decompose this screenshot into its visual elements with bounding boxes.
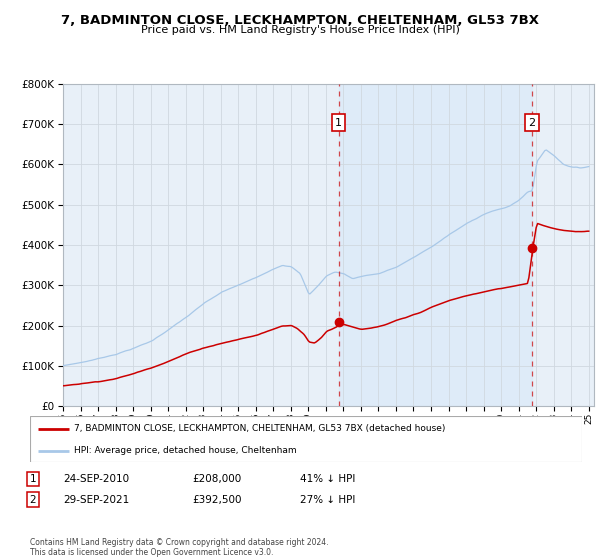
Text: 1: 1 <box>335 118 342 128</box>
Text: 7, BADMINTON CLOSE, LECKHAMPTON, CHELTENHAM, GL53 7BX: 7, BADMINTON CLOSE, LECKHAMPTON, CHELTEN… <box>61 14 539 27</box>
Text: HPI: Average price, detached house, Cheltenham: HPI: Average price, detached house, Chel… <box>74 446 297 455</box>
Text: Price paid vs. HM Land Registry's House Price Index (HPI): Price paid vs. HM Land Registry's House … <box>140 25 460 35</box>
Text: 27% ↓ HPI: 27% ↓ HPI <box>300 494 355 505</box>
Bar <box>338 84 532 406</box>
Text: £208,000: £208,000 <box>192 474 241 484</box>
Text: 29-SEP-2021: 29-SEP-2021 <box>63 494 129 505</box>
Text: £392,500: £392,500 <box>192 494 241 505</box>
Text: Contains HM Land Registry data © Crown copyright and database right 2024.
This d: Contains HM Land Registry data © Crown c… <box>30 538 329 557</box>
Text: 2: 2 <box>29 494 37 505</box>
Text: 24-SEP-2010: 24-SEP-2010 <box>63 474 129 484</box>
Text: 41% ↓ HPI: 41% ↓ HPI <box>300 474 355 484</box>
Text: 7, BADMINTON CLOSE, LECKHAMPTON, CHELTENHAM, GL53 7BX (detached house): 7, BADMINTON CLOSE, LECKHAMPTON, CHELTEN… <box>74 424 446 433</box>
Text: 1: 1 <box>29 474 37 484</box>
Text: 2: 2 <box>528 118 535 128</box>
